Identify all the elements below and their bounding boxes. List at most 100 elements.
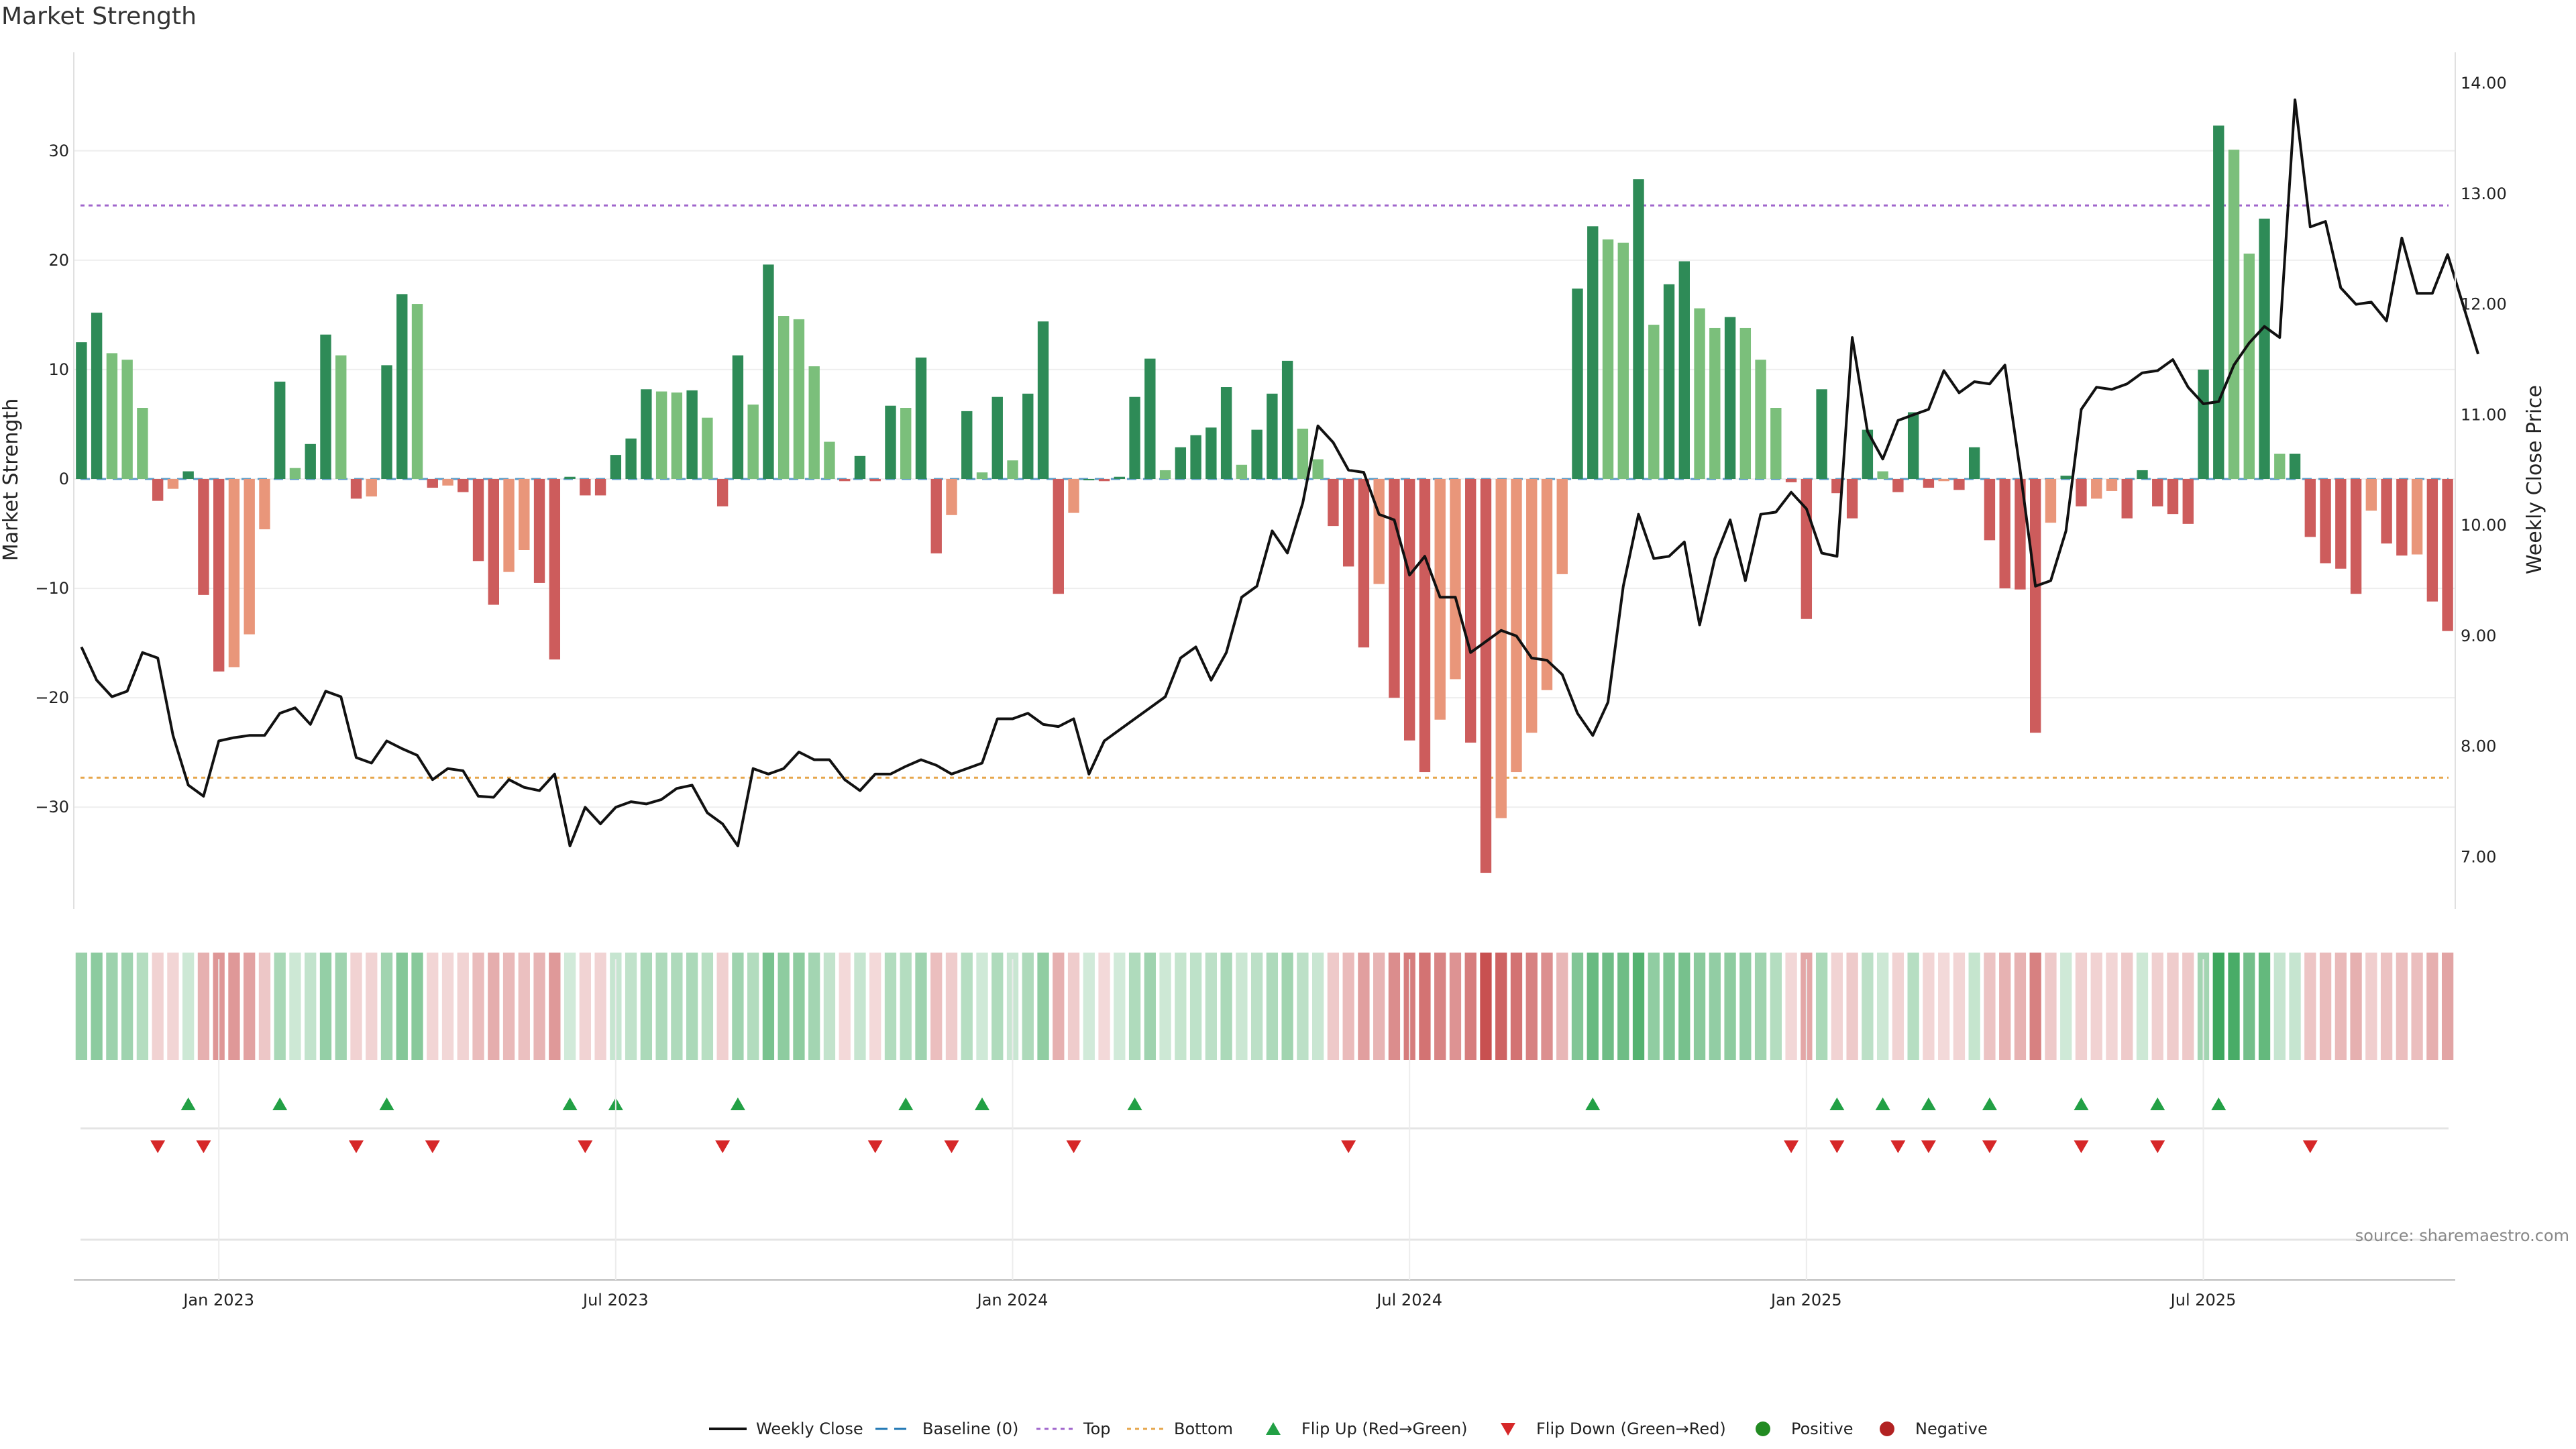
strength-bar	[274, 381, 286, 479]
heat-cell	[457, 953, 469, 1060]
heat-cell	[945, 953, 958, 1060]
strength-bar	[182, 471, 194, 479]
strength-bar	[2030, 479, 2041, 733]
heat-cell	[167, 953, 179, 1060]
strength-bar	[1007, 460, 1018, 479]
heat-cell	[1053, 953, 1065, 1060]
strength-bar	[686, 390, 698, 479]
flip-down-marker	[578, 1140, 593, 1153]
heat-cell	[1678, 953, 1690, 1060]
heat-cell	[1144, 953, 1156, 1060]
heat-cell	[1770, 953, 1782, 1060]
strength-bar	[1999, 479, 2010, 589]
strength-bar	[1205, 427, 1217, 479]
strength-bar	[2198, 369, 2209, 479]
strength-bar	[1633, 179, 1644, 479]
flip-up-marker	[1127, 1097, 1142, 1110]
strength-bar	[580, 479, 591, 496]
strength-bar	[777, 316, 790, 479]
y-tick-right: 14.00	[2461, 74, 2507, 93]
strength-bar	[1541, 479, 1553, 690]
strength-bar	[2304, 479, 2316, 537]
strength-bar	[1892, 479, 1904, 492]
heat-cell	[701, 953, 714, 1060]
strength-bar	[533, 479, 545, 583]
heat-cell	[1831, 953, 1843, 1060]
heat-cell	[441, 953, 454, 1060]
heat-cell	[716, 953, 729, 1060]
legend-label: Positive	[1791, 1419, 1854, 1438]
strength-bar	[106, 353, 118, 479]
heat-cell	[228, 953, 240, 1060]
strength-bar	[1587, 226, 1599, 479]
strength-bar	[1373, 479, 1385, 584]
flip-down-marker	[1921, 1140, 1936, 1153]
heat-cell	[472, 953, 484, 1060]
heat-cell	[1754, 953, 1767, 1060]
heat-cell	[1098, 953, 1110, 1060]
flip-up-marker	[1585, 1097, 1601, 1110]
strength-bar	[961, 411, 973, 479]
heat-cell	[2258, 953, 2271, 1060]
strength-bar	[610, 455, 622, 479]
strength-bar	[1526, 479, 1538, 733]
heat-cell	[2380, 953, 2393, 1060]
strength-bar	[381, 365, 392, 479]
heat-cell	[640, 953, 653, 1060]
heat-cell	[2045, 953, 2057, 1060]
heat-cell	[533, 953, 545, 1060]
heat-cell	[1785, 953, 1797, 1060]
strength-bar	[2289, 453, 2301, 479]
strength-bar	[289, 468, 301, 479]
strength-bar	[1419, 479, 1431, 773]
heat-cell	[2365, 953, 2377, 1060]
strength-bar	[976, 472, 988, 479]
strength-bar	[2091, 479, 2102, 499]
heat-cell	[91, 953, 103, 1060]
heat-cell	[1128, 953, 1141, 1060]
legend-swatch-positive	[1756, 1421, 1770, 1436]
heat-cell	[1495, 953, 1507, 1060]
heat-cell	[884, 953, 897, 1060]
heat-cell	[579, 953, 591, 1060]
strength-bar	[1801, 479, 1813, 619]
strength-bar	[1465, 479, 1477, 743]
strength-bar	[641, 389, 652, 479]
heat-cell	[106, 953, 118, 1060]
strength-bar	[152, 479, 164, 501]
strength-bar	[2060, 476, 2072, 479]
strength-bar	[1281, 360, 1293, 479]
strength-bar	[930, 479, 942, 553]
heat-cell	[762, 953, 775, 1060]
strength-bar	[472, 479, 484, 561]
heat-cell	[411, 953, 423, 1060]
strength-bar	[1724, 317, 1736, 479]
flip-down-marker	[196, 1140, 211, 1153]
strength-bar	[1389, 479, 1400, 698]
heat-cell	[1846, 953, 1858, 1060]
strength-bar	[655, 391, 667, 479]
heat-cell	[1388, 953, 1401, 1060]
heat-cell	[350, 953, 362, 1060]
x-tick-label: Jul 2023	[582, 1291, 649, 1309]
heat-cell	[2441, 953, 2454, 1060]
strength-bar	[2167, 479, 2179, 515]
strength-bar	[2335, 479, 2347, 569]
strength-bar	[320, 334, 331, 479]
strength-bar	[869, 479, 881, 482]
heat-cell	[1892, 953, 1904, 1060]
heat-cell	[1587, 953, 1599, 1060]
flip-up-marker	[379, 1097, 394, 1110]
strength-bar	[1114, 476, 1126, 479]
heat-cell	[1281, 953, 1293, 1060]
strength-bar	[121, 360, 133, 479]
heat-cell	[2106, 953, 2118, 1060]
strength-bar	[137, 408, 148, 479]
heat-cell	[2319, 953, 2332, 1060]
strength-bar	[900, 408, 912, 479]
strength-bar	[1251, 429, 1263, 479]
legend-swatch-flip-down	[1501, 1423, 1515, 1436]
strength-bar	[1556, 479, 1568, 574]
heat-cell	[1648, 953, 1660, 1060]
strength-bar	[1220, 387, 1232, 479]
